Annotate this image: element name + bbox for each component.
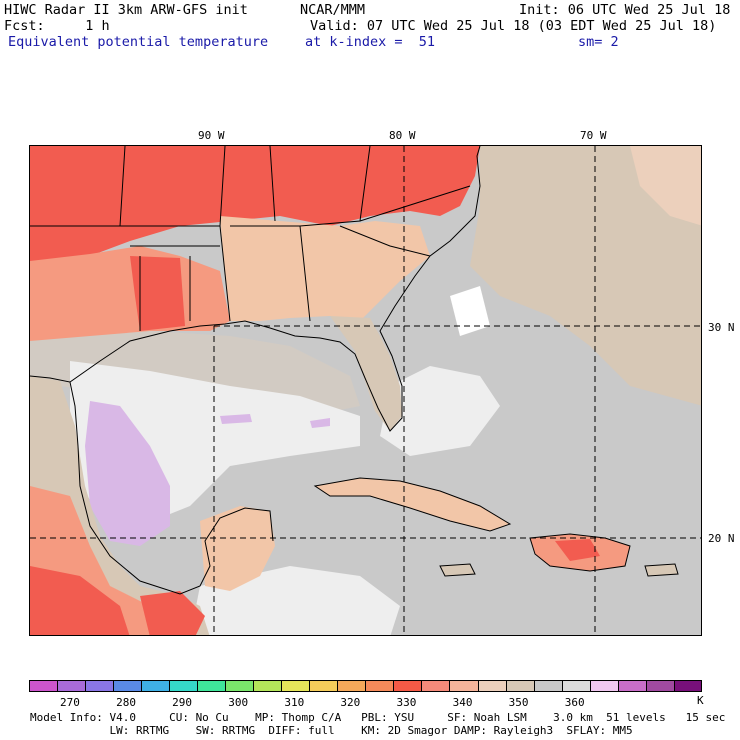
map-panel bbox=[29, 145, 702, 636]
land-cuba bbox=[315, 478, 510, 531]
colorbar-segment bbox=[29, 680, 58, 692]
colorbar-segment bbox=[337, 680, 366, 692]
colorbar-tick-label: 300 bbox=[228, 696, 249, 709]
colorbar-segment bbox=[533, 680, 562, 692]
colorbar-segment bbox=[85, 680, 114, 692]
colorbar-segment bbox=[57, 680, 86, 692]
lon-label-80w: 80 W bbox=[389, 129, 416, 142]
forecast-hour: Fcst: 1 h bbox=[4, 18, 110, 34]
colorbar-tick-label: 360 bbox=[564, 696, 585, 709]
light-region-bahamas bbox=[380, 366, 500, 456]
colorbar-segment bbox=[253, 680, 282, 692]
lon-label-70w: 70 W bbox=[580, 129, 607, 142]
white-patch bbox=[450, 286, 490, 336]
land-puerto-rico bbox=[645, 564, 678, 576]
colorbar-segment bbox=[197, 680, 226, 692]
lat-label-30n: 30 N bbox=[708, 321, 735, 334]
colorbar-tick-label: 290 bbox=[172, 696, 193, 709]
colorbar-segment bbox=[673, 680, 702, 692]
map-canvas bbox=[30, 146, 701, 635]
colorbar-segment bbox=[505, 680, 534, 692]
lavender-region-texas-coast bbox=[85, 401, 170, 546]
colorbar-segment bbox=[309, 680, 338, 692]
land-mexico-hot bbox=[30, 566, 130, 635]
colorbar-segment bbox=[281, 680, 310, 692]
smoothing-label: sm= 2 bbox=[578, 34, 619, 50]
valid-time: Valid: 07 UTC Wed 25 Jul 18 (03 EDT Wed … bbox=[310, 18, 717, 34]
land-louisiana-hot bbox=[130, 256, 185, 331]
lon-label-90w: 90 W bbox=[198, 129, 225, 142]
colorbar-tick-label: 330 bbox=[396, 696, 417, 709]
land-us-hot bbox=[30, 146, 480, 264]
colorbar-tick-label: 340 bbox=[452, 696, 473, 709]
colorbar-tick-label: 320 bbox=[340, 696, 361, 709]
colorbar-segment bbox=[141, 680, 170, 692]
colorbar-segment bbox=[449, 680, 478, 692]
colorbar-segment bbox=[113, 680, 142, 692]
colorbar-segment bbox=[393, 680, 422, 692]
init-time: Init: 06 UTC Wed 25 Jul 18 bbox=[519, 2, 731, 18]
colorbar-tick-label: 280 bbox=[116, 696, 136, 709]
land-us-peach bbox=[220, 216, 430, 321]
colorbar-segment bbox=[169, 680, 198, 692]
land-florida bbox=[330, 316, 402, 431]
colorbar-segment bbox=[645, 680, 674, 692]
field-name: Equivalent potential temperature bbox=[8, 34, 269, 50]
colorbar-segment bbox=[477, 680, 506, 692]
lat-label-20n: 20 N bbox=[708, 532, 735, 545]
colorbar-segment bbox=[421, 680, 450, 692]
colorbar-segment bbox=[365, 680, 394, 692]
model-info-line2: LW: RRTMG SW: RRTMG DIFF: full KM: 2D Sm… bbox=[30, 724, 633, 737]
colorbar-segment bbox=[561, 680, 590, 692]
model-info-line1: Model Info: V4.0 CU: No Cu MP: Thomp C/A… bbox=[30, 711, 726, 724]
colorbar-tick-label: 350 bbox=[508, 696, 529, 709]
peach-region-ne bbox=[630, 146, 701, 226]
colorbar-segment bbox=[589, 680, 618, 692]
colorbar-segment bbox=[225, 680, 254, 692]
tan-region-atlantic bbox=[470, 146, 701, 406]
colorbar bbox=[29, 680, 702, 692]
colorbar-tick-label: 270 bbox=[60, 696, 80, 709]
model-title: HIWC Radar II 3km ARW-GFS init bbox=[4, 2, 248, 18]
grid-lines bbox=[30, 146, 701, 635]
colorbar-segment bbox=[617, 680, 646, 692]
colorbar-tick-label: 310 bbox=[284, 696, 305, 709]
coastlines bbox=[30, 146, 679, 595]
level-index: at k-index = 51 bbox=[305, 34, 436, 50]
institution-label: NCAR/MMM bbox=[300, 2, 366, 18]
land-yucatan bbox=[200, 506, 275, 591]
colorbar-unit: K bbox=[697, 694, 704, 707]
land-jamaica bbox=[440, 564, 475, 576]
